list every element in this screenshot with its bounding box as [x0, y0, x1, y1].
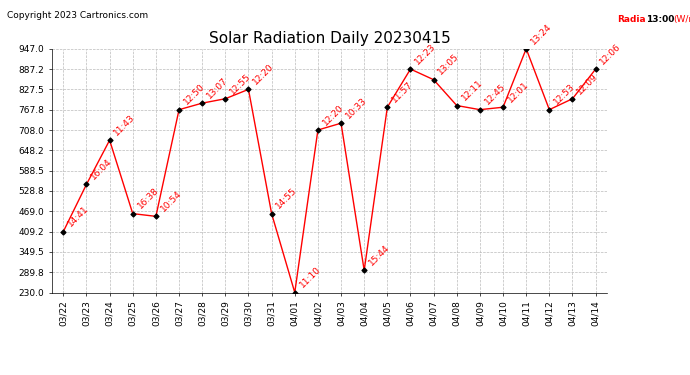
- Text: 12:01: 12:01: [506, 80, 531, 105]
- Point: [428, 76, 439, 82]
- Point: [497, 104, 509, 110]
- Text: 13:24: 13:24: [529, 21, 553, 46]
- Text: 14:55: 14:55: [275, 186, 299, 211]
- Point: [313, 127, 324, 133]
- Point: [243, 86, 254, 92]
- Text: 14:41: 14:41: [66, 204, 90, 229]
- Text: 12:09: 12:09: [575, 71, 600, 96]
- Text: Copyright 2023 Cartronics.com: Copyright 2023 Cartronics.com: [7, 11, 148, 20]
- Point: [81, 182, 92, 188]
- Text: 11:10: 11:10: [297, 265, 322, 290]
- Text: 11:43: 11:43: [112, 113, 137, 137]
- Point: [289, 290, 300, 296]
- Text: 10:54: 10:54: [159, 189, 184, 214]
- Text: 11:57: 11:57: [390, 80, 415, 105]
- Title: Solar Radiation Daily 20230415: Solar Radiation Daily 20230415: [208, 31, 451, 46]
- Point: [405, 66, 416, 72]
- Point: [590, 66, 601, 72]
- Point: [544, 106, 555, 112]
- Point: [150, 213, 161, 219]
- Point: [58, 229, 69, 235]
- Point: [359, 267, 370, 273]
- Point: [104, 137, 115, 143]
- Text: 12:06: 12:06: [598, 42, 623, 66]
- Text: 12:20: 12:20: [251, 62, 276, 87]
- Point: [266, 211, 277, 217]
- Text: 13:05: 13:05: [436, 52, 461, 77]
- Text: 12:55: 12:55: [228, 71, 253, 96]
- Text: 12:23: 12:23: [413, 42, 437, 66]
- Point: [451, 102, 462, 108]
- Text: 12:45: 12:45: [483, 82, 507, 107]
- Text: 13:07: 13:07: [205, 76, 230, 100]
- Text: 13:00: 13:00: [647, 15, 675, 24]
- Text: Radia: Radia: [618, 15, 646, 24]
- Point: [335, 120, 346, 126]
- Point: [567, 96, 578, 102]
- Text: 12:11: 12:11: [460, 78, 484, 103]
- Point: [173, 106, 184, 112]
- Point: [127, 211, 138, 217]
- Point: [382, 104, 393, 110]
- Text: 12:20: 12:20: [321, 103, 345, 127]
- Text: 16:04: 16:04: [89, 157, 114, 182]
- Text: 16:38: 16:38: [135, 186, 160, 211]
- Point: [220, 96, 231, 102]
- Point: [521, 46, 532, 52]
- Text: 12:53: 12:53: [552, 82, 577, 107]
- Text: (W/m2): (W/m2): [673, 15, 690, 24]
- Point: [475, 106, 486, 112]
- Text: 12:50: 12:50: [182, 82, 206, 107]
- Text: 10:33: 10:33: [344, 96, 368, 120]
- Point: [197, 100, 208, 106]
- Text: 15:44: 15:44: [367, 243, 391, 268]
